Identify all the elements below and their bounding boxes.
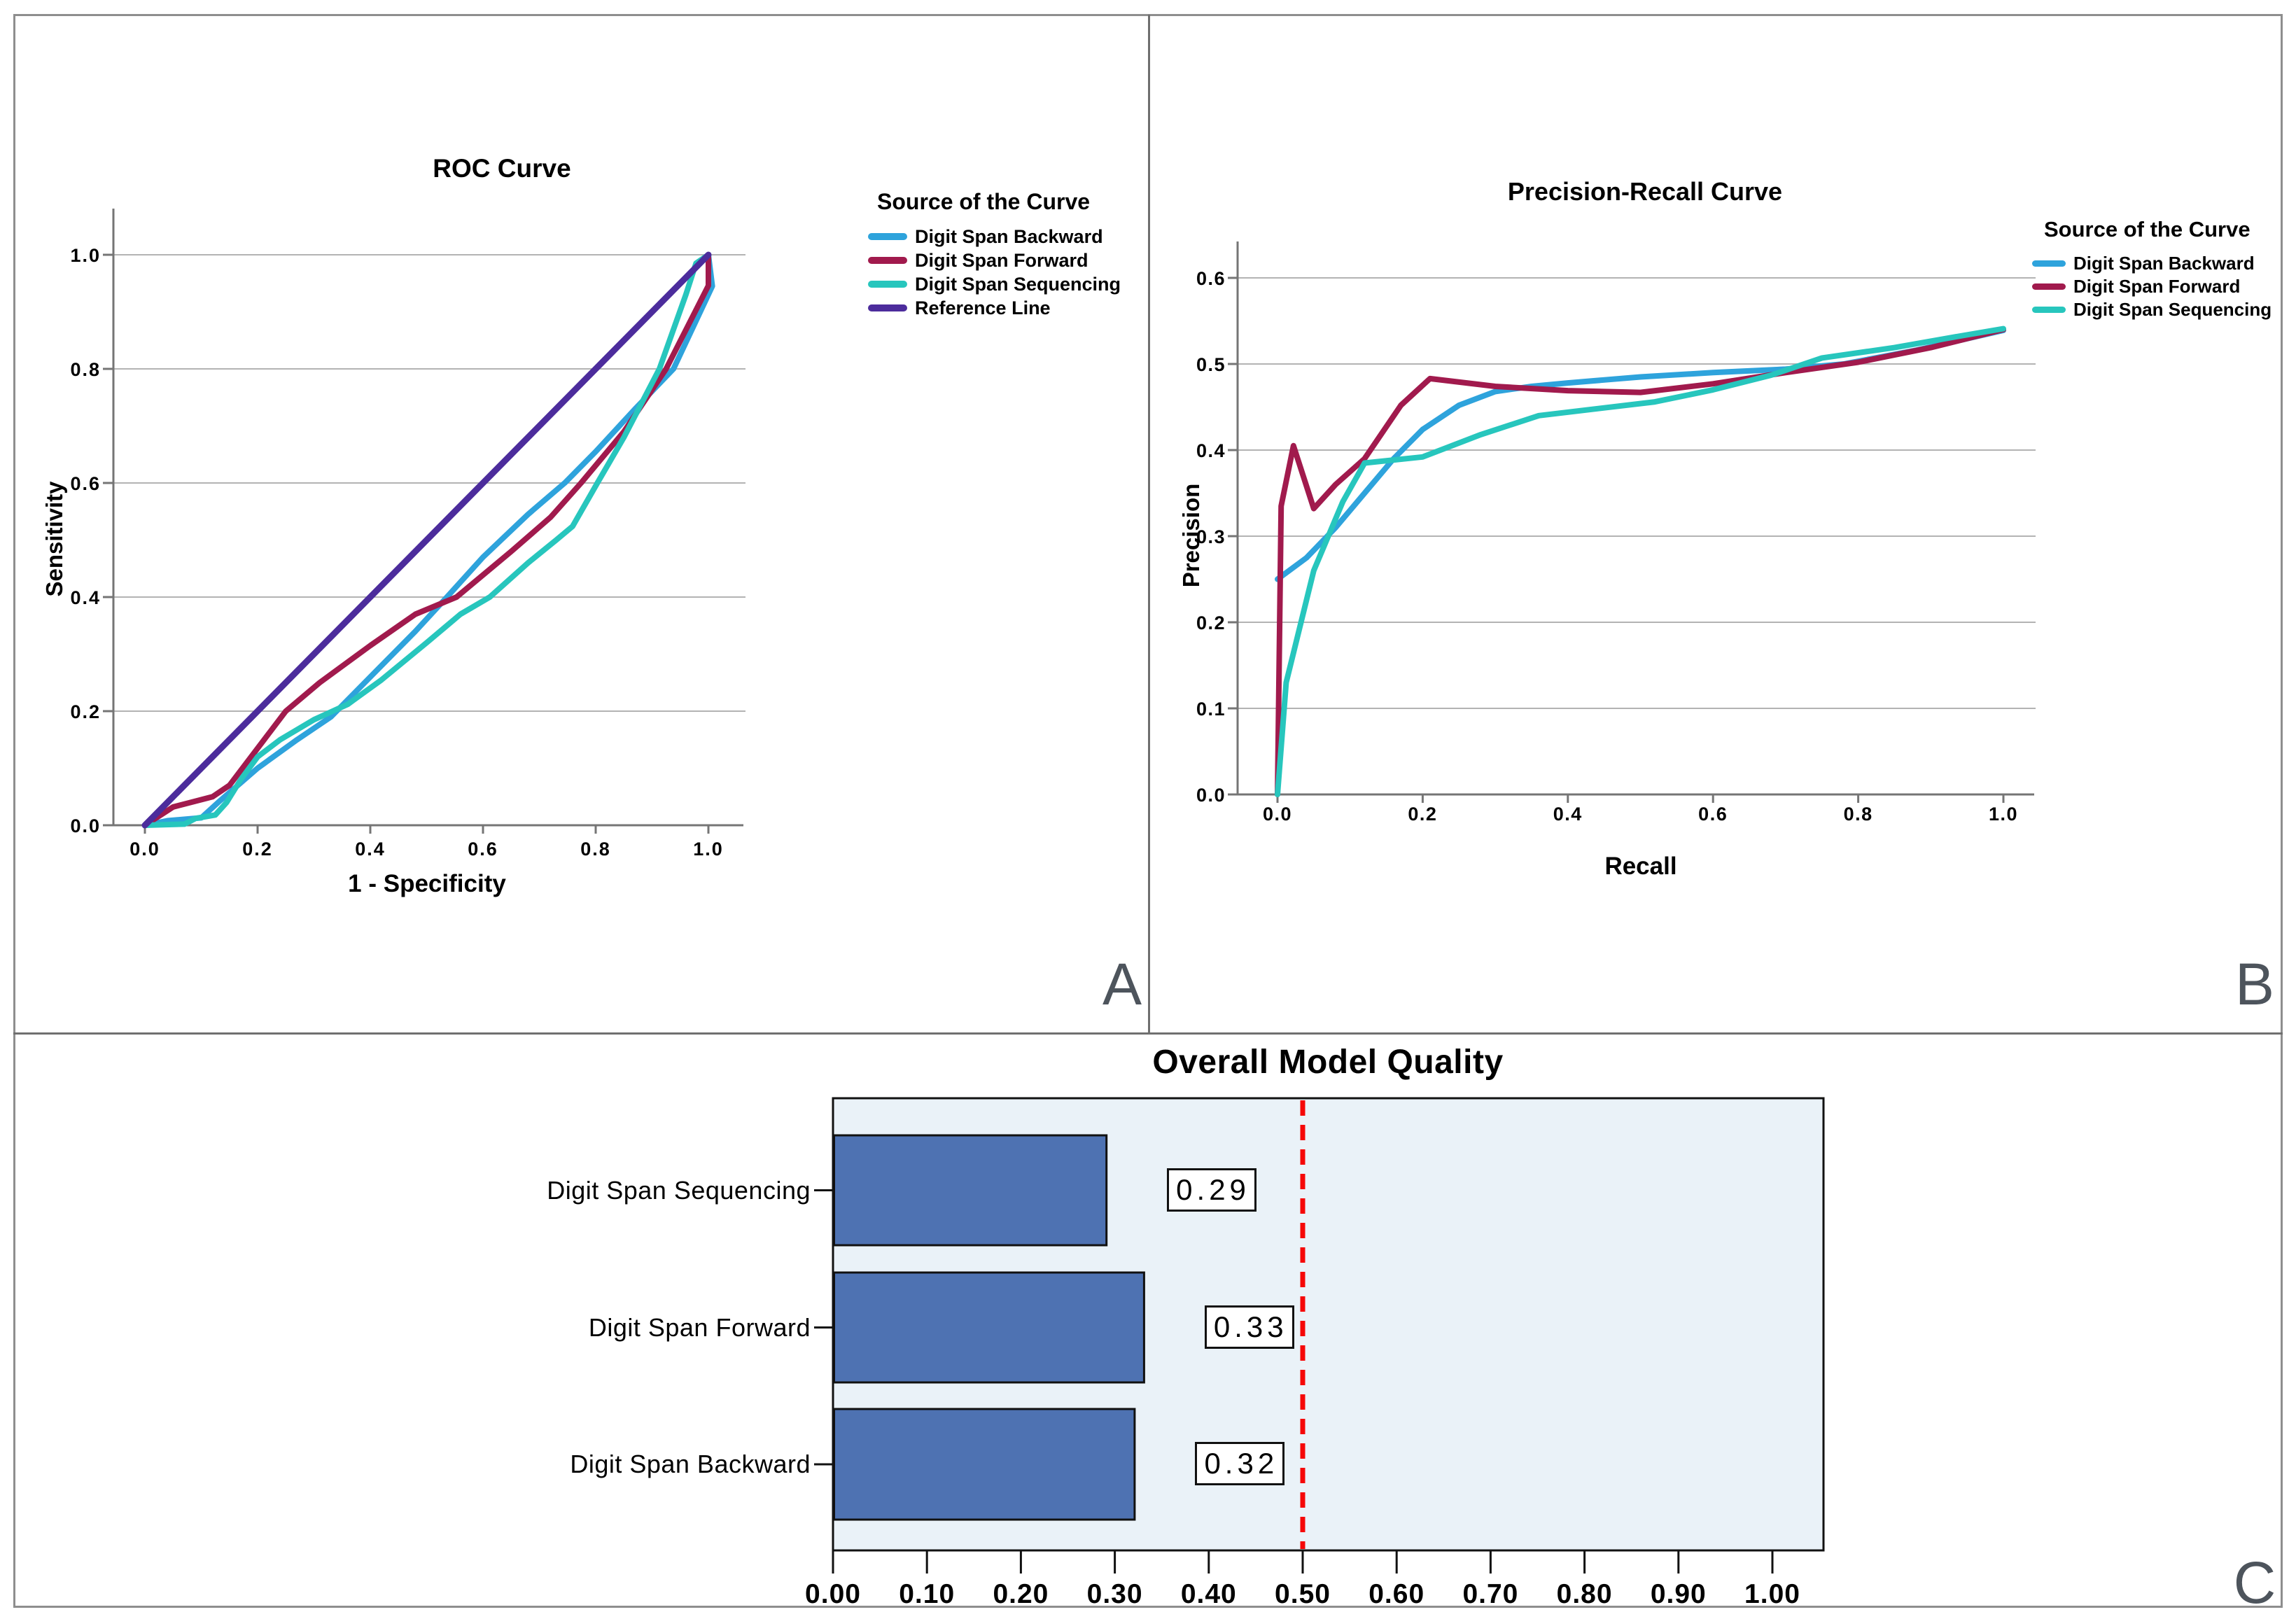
pr-title: Precision-Recall Curve (1507, 177, 1783, 206)
bar-value-box-0: 0.29 (1167, 1168, 1256, 1212)
pr-legend: Source of the Curve Digit Span Backward … (2032, 217, 2272, 321)
panel-divider-vertical (1148, 15, 1150, 1034)
svg-text:0.0: 0.0 (130, 839, 160, 860)
svg-text:0.6: 0.6 (1196, 268, 1226, 289)
roc-legend-item-reference: Reference Line (868, 296, 1121, 320)
pr-legend-item-backward: Digit Span Backward (2032, 252, 2272, 275)
pr-x-axis-label: Recall (1604, 853, 1677, 880)
svg-text:0.3: 0.3 (1196, 526, 1226, 547)
svg-text:0.2: 0.2 (242, 839, 273, 860)
sequencing-line-swatch-icon (2032, 307, 2066, 313)
svg-text:0.5: 0.5 (1196, 354, 1226, 375)
roc-legend-label: Digit Span Sequencing (915, 273, 1121, 295)
roc-legend-item-forward: Digit Span Forward (868, 248, 1121, 272)
svg-text:0.40: 0.40 (1181, 1579, 1237, 1609)
sequencing-line-swatch-icon (868, 281, 907, 288)
pr-legend-label: Digit Span Sequencing (2073, 299, 2272, 320)
svg-text:1.0: 1.0 (1989, 804, 2018, 825)
svg-text:0.4: 0.4 (355, 839, 386, 860)
svg-text:0.4: 0.4 (1553, 804, 1583, 825)
svg-text:0.6: 0.6 (468, 839, 498, 860)
svg-text:0.90: 0.90 (1651, 1579, 1707, 1609)
roc-legend: Source of the Curve Digit Span Backward … (868, 189, 1121, 320)
roc-legend-title: Source of the Curve (877, 189, 1091, 214)
roc-legend-label: Digit Span Forward (915, 249, 1088, 271)
svg-text:0.0: 0.0 (70, 815, 101, 836)
reference-line-swatch-icon (868, 304, 907, 311)
omq-category-label-forward: Digit Span Forward (588, 1312, 811, 1342)
svg-text:0.8: 0.8 (1844, 804, 1873, 825)
svg-text:0.30: 0.30 (1087, 1579, 1143, 1609)
backward-line-swatch-icon (2032, 260, 2066, 267)
roc-y-axis-label: Sensitivity (41, 481, 67, 597)
svg-text:0.80: 0.80 (1557, 1579, 1613, 1609)
pr-legend-label: Digit Span Forward (2073, 276, 2241, 297)
backward-line-swatch-icon (868, 233, 907, 240)
forward-line-swatch-icon (2032, 283, 2066, 290)
pr-legend-label: Digit Span Backward (2073, 253, 2255, 274)
svg-text:0.10: 0.10 (899, 1579, 955, 1609)
svg-text:0.00: 0.00 (805, 1579, 861, 1609)
svg-text:0.1: 0.1 (1196, 699, 1226, 720)
svg-text:0.0: 0.0 (1196, 785, 1226, 806)
panel-divider-horizontal (13, 1032, 2283, 1035)
pr-y-axis-label: Precision (1178, 483, 1204, 588)
bar-value-box-1: 0.33 (1204, 1305, 1294, 1349)
svg-text:0.60: 0.60 (1368, 1579, 1424, 1609)
svg-text:0.4: 0.4 (70, 587, 101, 608)
roc-legend-item-sequencing: Digit Span Sequencing (868, 272, 1121, 296)
pr-legend-item-forward: Digit Span Forward (2032, 275, 2272, 298)
svg-text:0.6: 0.6 (1698, 804, 1728, 825)
omq-category-label-backward: Digit Span Backward (570, 1450, 811, 1478)
svg-text:1.0: 1.0 (70, 245, 101, 266)
bar-value-box-2: 0.32 (1195, 1442, 1285, 1485)
panel-label-c: C (2233, 1550, 2276, 1616)
svg-text:0.2: 0.2 (70, 701, 101, 722)
svg-text:0.50: 0.50 (1275, 1579, 1331, 1609)
forward-line-swatch-icon (868, 257, 907, 264)
svg-text:1.0: 1.0 (693, 839, 724, 860)
panel-label-b: B (2234, 951, 2275, 1017)
svg-text:0.20: 0.20 (993, 1579, 1049, 1609)
svg-text:0.2: 0.2 (1196, 612, 1226, 633)
svg-text:0.4: 0.4 (1196, 440, 1226, 461)
svg-text:0.70: 0.70 (1462, 1579, 1518, 1609)
svg-text:0.6: 0.6 (70, 473, 101, 494)
pr-legend-item-sequencing: Digit Span Sequencing (2032, 298, 2272, 321)
svg-text:0.8: 0.8 (70, 359, 101, 380)
svg-text:0.8: 0.8 (580, 839, 611, 860)
svg-text:1.00: 1.00 (1744, 1579, 1800, 1609)
roc-legend-label: Digit Span Backward (915, 225, 1103, 247)
omq-category-label-sequencing: Digit Span Sequencing (547, 1175, 811, 1205)
svg-text:0.2: 0.2 (1408, 804, 1437, 825)
roc-x-axis-label: 1 - Specificity (348, 870, 506, 897)
roc-title: ROC Curve (433, 154, 571, 183)
svg-text:0.0: 0.0 (1263, 804, 1292, 825)
roc-legend-item-backward: Digit Span Backward (868, 225, 1121, 248)
omq-title: Overall Model Quality (1152, 1044, 1504, 1081)
roc-legend-label: Reference Line (915, 297, 1051, 318)
pr-legend-title: Source of the Curve (2044, 217, 2250, 241)
panel-label-a: A (1102, 951, 1142, 1017)
